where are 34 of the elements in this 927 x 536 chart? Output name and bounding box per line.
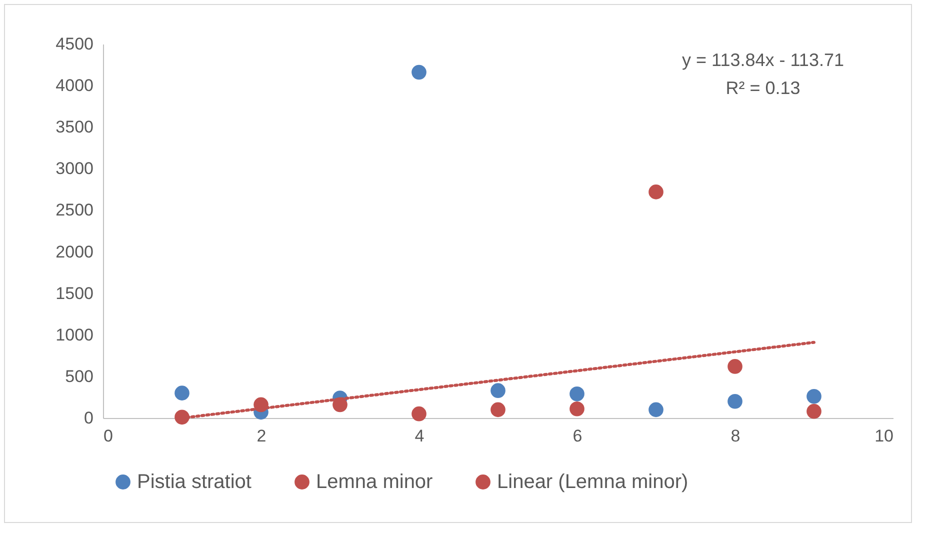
annotation: R² = 0.13 (726, 78, 800, 98)
point (570, 401, 584, 416)
point (174, 386, 190, 400)
point (570, 386, 584, 402)
legend-label: Lemna minor (316, 471, 434, 493)
x-tick-label: 10 (874, 426, 894, 446)
x-tick-label: 4 (414, 426, 424, 446)
point (806, 388, 822, 404)
x-tick-label: 6 (572, 426, 582, 446)
point (728, 359, 742, 374)
y-tick-label: 4500 (56, 34, 94, 54)
y-tick-label: 500 (65, 366, 94, 386)
x-tick-label: 8 (730, 426, 740, 446)
point (648, 184, 664, 200)
x-tick-label: 2 (256, 426, 266, 446)
y-tick-label: 3500 (56, 118, 94, 137)
point (490, 383, 506, 398)
point (412, 64, 426, 80)
y-tick-label: 2500 (56, 200, 94, 220)
point (412, 406, 426, 422)
y-tick-label: 3000 (56, 159, 94, 178)
y-tick-label: 0 (84, 408, 94, 428)
point (728, 394, 742, 409)
annotation: y = 113.84x - 113.71 (682, 50, 844, 70)
legend-label: Pistia stratiot (137, 471, 252, 493)
point (648, 402, 664, 418)
point (806, 404, 822, 419)
y-tick-label: 1000 (56, 325, 94, 344)
y-tick-label: 4000 (56, 76, 94, 96)
y-tick-label: 1500 (56, 284, 94, 303)
legend-label: Linear (Lemna minor) (497, 471, 688, 493)
point (490, 402, 506, 418)
y-tick-label: 2000 (56, 242, 94, 262)
x-tick-label: 0 (104, 426, 113, 446)
